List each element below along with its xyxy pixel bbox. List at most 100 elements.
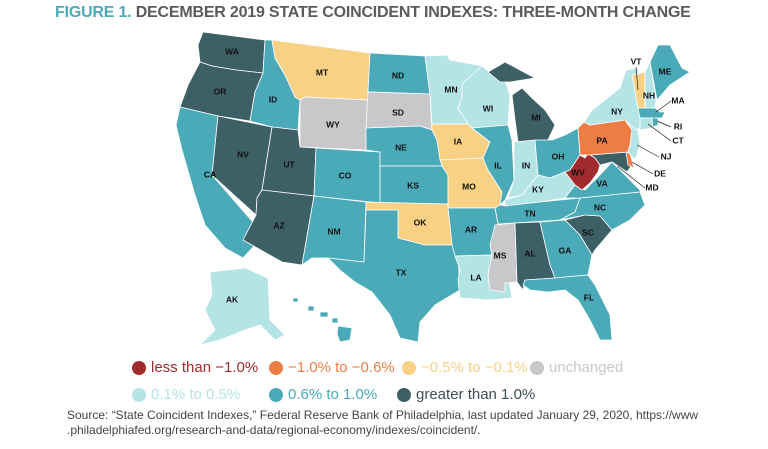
state-ak xyxy=(199,267,286,346)
state-ct xyxy=(639,117,654,131)
state-label-nd: ND xyxy=(392,70,404,80)
legend-item-0.6_1.0: 0.6% to 1.0% xyxy=(269,386,377,403)
state-label-me: ME xyxy=(659,66,672,76)
state-label-wv: WV xyxy=(571,167,585,177)
figure-title: FIGURE 1. DECEMBER 2019 STATE COINCIDENT… xyxy=(55,4,691,22)
state-label-sc: SC xyxy=(582,227,594,237)
state-label-fl: FL xyxy=(584,292,594,302)
state-label-nm: NM xyxy=(327,226,340,236)
legend-label: −1.0% to −0.6% xyxy=(288,359,395,376)
state-label-ks: KS xyxy=(407,180,419,190)
state-label-ca: CA xyxy=(204,169,216,179)
callout-line-nj xyxy=(636,144,660,158)
state-label-va: VA xyxy=(596,178,607,188)
legend-swatch xyxy=(269,360,283,375)
figure-title-text: DECEMBER 2019 STATE COINCIDENT INDEXES: … xyxy=(135,4,691,21)
state-label-ia: IA xyxy=(454,136,463,146)
state-label-mi: MI xyxy=(531,112,540,122)
state-nc xyxy=(559,191,646,231)
legend-item-unchanged: unchanged xyxy=(530,359,623,376)
callout-line-vt xyxy=(635,66,639,91)
state-hi xyxy=(292,297,299,303)
state-label-nj: NJ xyxy=(661,151,672,161)
legend-label: less than −1.0% xyxy=(151,359,259,376)
states xyxy=(175,31,691,346)
state-label-ga: GA xyxy=(559,245,572,255)
legend-label: greater than 1.0% xyxy=(416,386,536,403)
callout-line-ct xyxy=(647,123,672,142)
legend-item--1.0_-0.6: −1.0% to −0.6% xyxy=(269,359,395,376)
state-label-ut: UT xyxy=(283,159,295,169)
state-label-vt: VT xyxy=(631,56,643,66)
source-line-1: Source: “State Coincident Indexes,” Fede… xyxy=(67,408,699,422)
state-label-ny: NY xyxy=(611,106,623,116)
state-label-mt: MT xyxy=(316,67,329,77)
state-me xyxy=(649,44,691,101)
legend-swatch xyxy=(269,387,283,402)
state-label-ct: CT xyxy=(672,135,684,145)
state-label-nc: NC xyxy=(594,202,606,212)
state-label-wi: WI xyxy=(483,103,493,113)
state-labels: WA OR CA NV ID MT WY UT AZ CO NM ND SD NE KS OK TX MN WI IA… xyxy=(204,46,685,304)
legend-swatch xyxy=(402,360,416,375)
callout-lines xyxy=(616,66,672,189)
state-label-tn: TN xyxy=(524,208,535,218)
figure-label: FIGURE 1. xyxy=(55,4,132,21)
state-hi xyxy=(319,311,329,318)
state-label-ma: MA xyxy=(671,95,684,105)
legend-item-lt_-1.0: less than −1.0% xyxy=(132,359,258,376)
legend-item-0.1_0.5: 0.1% to 0.5% xyxy=(132,386,240,403)
state-label-ri: RI xyxy=(674,121,683,131)
legend-label: 0.6% to 1.0% xyxy=(288,386,378,403)
legend-item-gt_1.0: greater than 1.0% xyxy=(397,386,535,403)
state-ri xyxy=(651,117,659,128)
legend-swatch xyxy=(530,360,544,375)
state-label-sd: SD xyxy=(392,107,404,117)
state-label-ms: MS xyxy=(494,250,507,260)
state-label-nh: NH xyxy=(643,90,655,100)
callout-line-ri xyxy=(656,120,672,128)
state-hi xyxy=(336,325,353,343)
state-label-ne: NE xyxy=(395,142,407,152)
legend-swatch xyxy=(397,387,411,402)
state-label-wy: WY xyxy=(326,119,340,129)
state-label-in: IN xyxy=(522,160,531,170)
legend-label: −0.5% to −0.1% xyxy=(421,359,528,376)
state-label-il: IL xyxy=(494,160,502,170)
state-nh xyxy=(644,61,657,109)
state-label-wa: WA xyxy=(225,46,239,56)
state-label-or: OR xyxy=(214,86,227,96)
source-line-2: .philadelphiafed.org/research-and-data/r… xyxy=(67,423,481,437)
state-ma xyxy=(637,107,666,119)
state-label-al: AL xyxy=(524,248,535,258)
state-label-ok: OK xyxy=(414,217,428,227)
state-label-id: ID xyxy=(269,94,278,104)
state-wy xyxy=(299,96,369,151)
state-hi xyxy=(307,305,315,312)
state-label-oh: OH xyxy=(552,151,565,161)
state-label-de: DE xyxy=(654,168,666,178)
state-label-az: AZ xyxy=(273,220,284,230)
state-tx xyxy=(327,209,461,343)
state-fl xyxy=(522,274,613,341)
state-label-tx: TX xyxy=(396,267,407,277)
legend-label: unchanged xyxy=(549,359,624,376)
state-label-mn: MN xyxy=(444,84,457,94)
state-mi xyxy=(511,87,556,143)
state-label-la: LA xyxy=(470,272,481,282)
state-label-ak: AK xyxy=(226,294,239,304)
callout-line-md xyxy=(616,165,646,189)
state-label-md: MD xyxy=(645,182,658,192)
state-label-pa: PA xyxy=(596,135,607,145)
state-label-mo: MO xyxy=(462,181,476,191)
state-label-nv: NV xyxy=(237,149,249,159)
legend-item--0.5_-0.1: −0.5% to −0.1% xyxy=(402,359,528,376)
source-note: Source: “State Coincident Indexes,” Fede… xyxy=(67,408,747,438)
state-mi xyxy=(487,61,536,83)
state-label-ar: AR xyxy=(465,224,477,234)
state-hi xyxy=(331,317,339,324)
state-label-co: CO xyxy=(339,170,352,180)
legend-swatch xyxy=(132,360,146,375)
legend-swatch xyxy=(132,387,146,402)
